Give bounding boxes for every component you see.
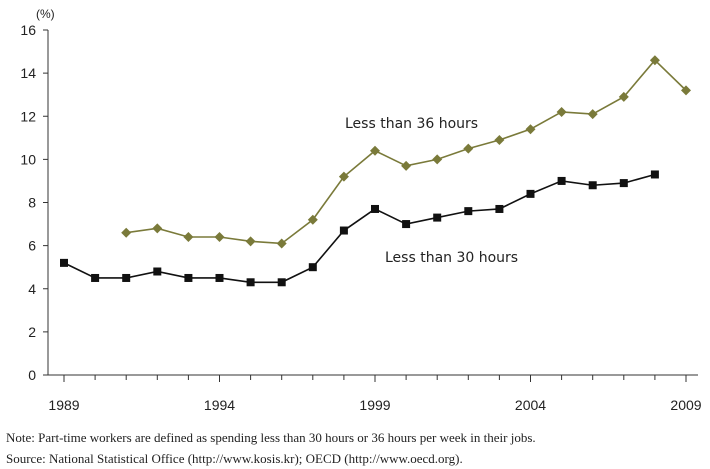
- x-tick-label: 1989: [48, 397, 79, 413]
- data-point: [557, 176, 566, 185]
- data-point: [307, 214, 318, 225]
- data-point: [371, 204, 379, 213]
- data-point: [276, 238, 287, 249]
- data-point: [432, 154, 443, 165]
- data-point: [681, 85, 691, 96]
- x-tick-labels: 1989 1994 1999 2004 2009: [48, 397, 701, 413]
- series-layer: [60, 55, 691, 287]
- data-point: [91, 273, 100, 282]
- x-tick-label: 2004: [515, 397, 546, 413]
- data-point: [277, 278, 286, 287]
- line-chart: 0 2 4 6 8 10 12 14 16 1989 1994 1999 2004 2009 (%) L…: [20, 7, 701, 413]
- series-line: [126, 59, 687, 245]
- series-line: [63, 173, 656, 284]
- data-point: [588, 181, 597, 190]
- data-point: [433, 213, 442, 222]
- data-point: [587, 109, 598, 120]
- data-point: [60, 258, 68, 267]
- x-tick-label: 1999: [359, 397, 390, 413]
- y-tick-label: 10: [20, 151, 36, 167]
- data-point: [308, 263, 317, 272]
- x-tick-label: 1994: [204, 397, 235, 413]
- y-tick-label: 8: [28, 195, 36, 211]
- y-tick-label: 14: [20, 65, 36, 81]
- series-36h: [121, 55, 691, 249]
- data-point: [464, 207, 473, 216]
- data-point: [184, 273, 193, 282]
- data-point: [370, 145, 380, 156]
- x-tick-label: 2009: [670, 397, 701, 413]
- data-point: [556, 106, 567, 117]
- data-point: [214, 232, 225, 242]
- y-tick-label: 2: [28, 324, 36, 340]
- data-point: [122, 273, 131, 282]
- data-point: [525, 124, 536, 135]
- data-point: [618, 91, 629, 102]
- data-point: [495, 204, 504, 213]
- chart-note: Note: Part-time workers are defined as s…: [6, 430, 536, 445]
- y-tick-label: 12: [20, 108, 36, 124]
- series-30h: [60, 170, 659, 287]
- series-label-36h: Less than 36 hours: [345, 116, 478, 132]
- y-tick-label: 0: [28, 367, 36, 383]
- data-point: [401, 160, 412, 171]
- data-point: [338, 171, 349, 182]
- y-tick-label: 16: [20, 22, 36, 38]
- axes: [43, 29, 698, 382]
- chart-source: Source: National Statistical Office (htt…: [6, 451, 463, 466]
- data-point: [526, 189, 535, 198]
- data-point: [246, 278, 255, 287]
- y-tick-label: 4: [28, 281, 36, 297]
- data-point: [494, 134, 505, 145]
- data-point: [152, 223, 163, 234]
- y-axis-unit: (%): [36, 7, 55, 21]
- y-tick-label: 6: [28, 238, 36, 254]
- data-point: [650, 170, 659, 179]
- data-point: [619, 179, 628, 188]
- data-point: [153, 267, 162, 276]
- data-point: [339, 226, 348, 235]
- data-point: [402, 220, 411, 229]
- y-tick-labels: 0 2 4 6 8 10 12 14 16: [20, 22, 36, 383]
- series-label-30h: Less than 30 hours: [385, 250, 518, 266]
- data-point: [183, 232, 194, 242]
- data-point: [215, 273, 224, 282]
- data-point: [245, 236, 256, 247]
- data-point: [121, 227, 132, 238]
- data-point: [649, 55, 660, 66]
- data-point: [463, 143, 474, 154]
